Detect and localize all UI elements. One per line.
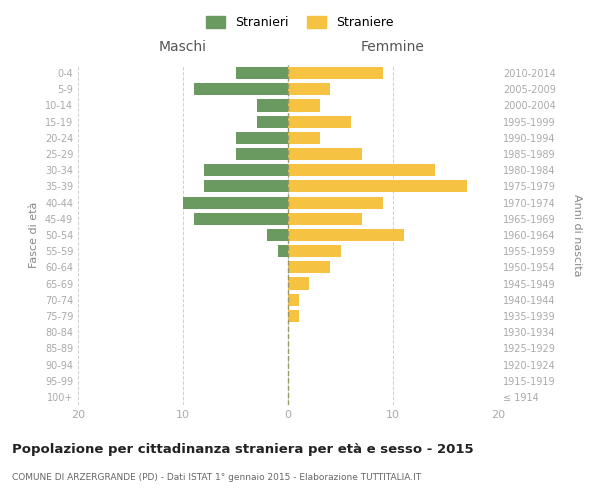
Text: Maschi: Maschi — [159, 40, 207, 54]
Bar — [288, 196, 383, 208]
Text: Popolazione per cittadinanza straniera per età e sesso - 2015: Popolazione per cittadinanza straniera p… — [12, 442, 473, 456]
Bar — [257, 116, 288, 128]
Bar — [288, 245, 341, 258]
Legend: Stranieri, Straniere: Stranieri, Straniere — [202, 11, 398, 34]
Bar — [288, 100, 320, 112]
Bar — [288, 164, 435, 176]
Bar — [288, 67, 383, 79]
Bar — [288, 278, 309, 289]
Bar — [288, 180, 467, 192]
Bar — [288, 229, 404, 241]
Bar — [257, 100, 288, 112]
Bar — [288, 132, 320, 144]
Bar — [288, 262, 330, 274]
Bar — [193, 212, 288, 225]
Bar — [288, 310, 299, 322]
Text: COMUNE DI ARZERGRANDE (PD) - Dati ISTAT 1° gennaio 2015 - Elaborazione TUTTITALI: COMUNE DI ARZERGRANDE (PD) - Dati ISTAT … — [12, 472, 421, 482]
Bar — [277, 245, 288, 258]
Bar — [267, 229, 288, 241]
Bar — [235, 148, 288, 160]
Bar — [288, 148, 361, 160]
Y-axis label: Anni di nascita: Anni di nascita — [572, 194, 583, 276]
Bar — [204, 164, 288, 176]
Bar — [183, 196, 288, 208]
Bar — [204, 180, 288, 192]
Bar — [235, 67, 288, 79]
Bar — [235, 132, 288, 144]
Bar — [288, 83, 330, 96]
Bar — [288, 116, 351, 128]
Y-axis label: Fasce di età: Fasce di età — [29, 202, 39, 268]
Text: Femmine: Femmine — [361, 40, 425, 54]
Bar — [193, 83, 288, 96]
Bar — [288, 212, 361, 225]
Bar — [288, 294, 299, 306]
